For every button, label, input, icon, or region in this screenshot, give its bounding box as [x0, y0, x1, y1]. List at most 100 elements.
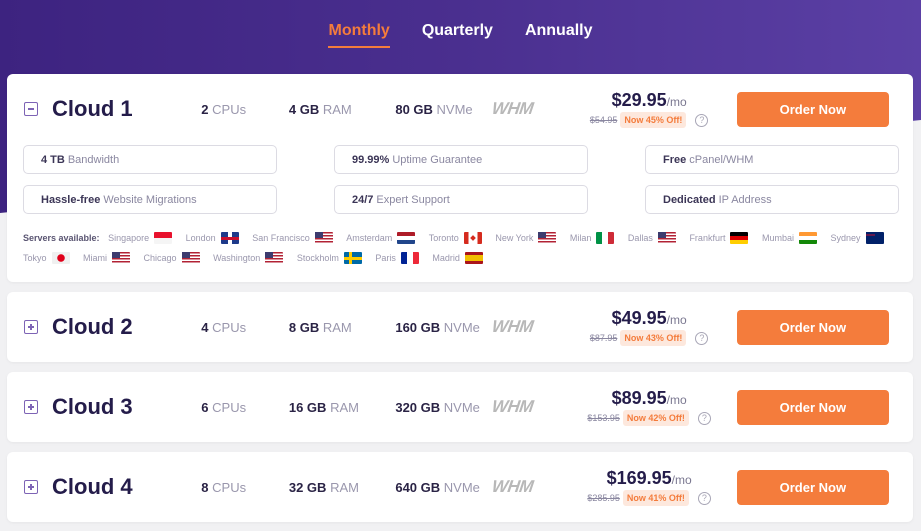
- ram-spec: 8 GB RAM: [288, 319, 352, 335]
- germany-flag-icon: [730, 232, 749, 244]
- cpu-spec: 6 CPUs: [201, 399, 247, 415]
- price-period: /mo: [671, 473, 692, 487]
- plan-name: Cloud 2: [52, 314, 133, 339]
- disk-spec: 320 GB NVMe: [395, 399, 480, 415]
- order-now-button[interactable]: Order Now: [736, 389, 889, 425]
- help-icon[interactable]: ?: [695, 113, 709, 127]
- cpu-spec: 8 CPUs: [201, 479, 247, 495]
- italy-flag-icon: [596, 232, 615, 244]
- help-icon[interactable]: ?: [695, 331, 709, 345]
- tab-annually[interactable]: Annually: [524, 22, 593, 39]
- server-locations: Servers available: Singapore London San …: [23, 214, 897, 282]
- us-flag-icon: [314, 232, 333, 244]
- ram-spec: 4 GB RAM: [288, 101, 352, 117]
- expand-icon[interactable]: [24, 400, 38, 414]
- plan-list: Cloud 1 2 CPUs 4 GB RAM 80 GB NVMe WHM $…: [7, 74, 913, 531]
- sweden-flag-icon: [343, 252, 362, 264]
- france-flag-icon: [400, 252, 419, 264]
- original-price: $153.95: [587, 413, 620, 423]
- order-now-button[interactable]: Order Now: [736, 309, 889, 345]
- plan-header: Cloud 4 8 CPUs 32 GB RAM 640 GB NVMe WHM…: [23, 452, 897, 522]
- whm-logo-icon: WHM: [490, 477, 535, 496]
- canada-flag-icon: [463, 232, 482, 244]
- original-price: $87.95: [589, 333, 618, 343]
- expand-icon[interactable]: [24, 480, 38, 494]
- server-location: Milan: [570, 228, 615, 248]
- tab-quarterly[interactable]: Quarterly: [421, 22, 493, 39]
- server-location: Tokyo: [23, 248, 70, 268]
- plan-header: Cloud 1 2 CPUs 4 GB RAM 80 GB NVMe WHM $…: [23, 74, 897, 144]
- collapse-icon[interactable]: [24, 102, 38, 116]
- price: $89.95: [611, 388, 667, 408]
- japan-flag-icon: [51, 252, 70, 264]
- price-block: $29.95/mo $54.95 Now 45% Off! ?: [562, 90, 737, 128]
- feature-dedicated-ip: Dedicated IP Address: [645, 185, 899, 214]
- server-location: Dallas: [628, 228, 676, 248]
- help-icon[interactable]: ?: [697, 491, 711, 505]
- expand-icon[interactable]: [24, 320, 38, 334]
- ram-spec: 32 GB RAM: [288, 479, 359, 495]
- server-location: Frankfurt: [689, 228, 749, 248]
- plan-name: Cloud 4: [52, 474, 133, 499]
- feature-cpanel: Free cPanel/WHM: [645, 145, 899, 174]
- discount-badge: Now 45% Off!: [620, 112, 687, 128]
- plan-header: Cloud 3 6 CPUs 16 GB RAM 320 GB NVMe WHM…: [23, 372, 897, 442]
- price-block: $169.95/mo $285.95 Now 41% Off! ?: [562, 468, 737, 506]
- server-location: Amsterdam: [346, 228, 416, 248]
- server-location: Sydney: [831, 228, 884, 248]
- us-flag-icon: [181, 252, 200, 264]
- billing-period-tabs: Monthly Quarterly Annually: [0, 18, 921, 48]
- feature-migrations: Hassle-free Website Migrations: [23, 185, 277, 214]
- discount-badge: Now 41% Off!: [622, 490, 689, 506]
- plan-card-cloud-2: Cloud 2 4 CPUs 8 GB RAM 160 GB NVMe WHM …: [7, 292, 913, 362]
- feature-bandwidth: 4 TB Bandwidth: [23, 145, 277, 174]
- price: $169.95: [606, 468, 672, 488]
- server-location: Madrid: [432, 248, 483, 268]
- plan-name: Cloud 1: [52, 96, 133, 121]
- server-location: Washington: [213, 248, 284, 268]
- us-flag-icon: [112, 252, 131, 264]
- price: $29.95: [611, 90, 667, 110]
- disk-spec: 640 GB NVMe: [395, 479, 480, 495]
- feature-uptime: 99.99% Uptime Guarantee: [334, 145, 588, 174]
- price-period: /mo: [666, 313, 687, 327]
- server-location: Mumbai: [762, 228, 817, 248]
- discount-badge: Now 42% Off!: [622, 410, 689, 426]
- disk-spec: 80 GB NVMe: [395, 101, 473, 117]
- australia-flag-icon: [865, 232, 884, 244]
- singapore-flag-icon: [154, 232, 173, 244]
- server-location: Singapore: [108, 228, 173, 248]
- server-location: London: [186, 228, 239, 248]
- order-now-button[interactable]: Order Now: [736, 91, 889, 127]
- help-icon[interactable]: ?: [697, 411, 711, 425]
- server-location: Paris: [375, 248, 419, 268]
- us-flag-icon: [657, 232, 676, 244]
- original-price: $285.95: [587, 493, 620, 503]
- server-location: New York: [495, 228, 557, 248]
- price-block: $89.95/mo $153.95 Now 42% Off! ?: [562, 388, 737, 426]
- us-flag-icon: [265, 252, 284, 264]
- server-location: Chicago: [144, 248, 200, 268]
- ram-spec: 16 GB RAM: [288, 399, 359, 415]
- tab-monthly[interactable]: Monthly: [328, 18, 390, 48]
- plan-card-cloud-4: Cloud 4 8 CPUs 32 GB RAM 640 GB NVMe WHM…: [7, 452, 913, 522]
- us-flag-icon: [538, 232, 557, 244]
- feature-support: 24/7 Expert Support: [334, 185, 588, 214]
- server-location: Miami: [83, 248, 131, 268]
- whm-logo-icon: WHM: [490, 397, 535, 416]
- server-location: San Francisco: [252, 228, 333, 248]
- server-location: Stockholm: [297, 248, 362, 268]
- discount-badge: Now 43% Off!: [620, 330, 687, 346]
- order-now-button[interactable]: Order Now: [736, 469, 889, 505]
- india-flag-icon: [798, 232, 817, 244]
- price-period: /mo: [666, 393, 687, 407]
- cpu-spec: 2 CPUs: [201, 101, 247, 117]
- plan-card-cloud-3: Cloud 3 6 CPUs 16 GB RAM 320 GB NVMe WHM…: [7, 372, 913, 442]
- cpu-spec: 4 CPUs: [201, 319, 247, 335]
- disk-spec: 160 GB NVMe: [395, 319, 480, 335]
- whm-logo-icon: WHM: [490, 99, 535, 118]
- spain-flag-icon: [464, 252, 483, 264]
- price-period: /mo: [666, 95, 687, 109]
- netherlands-flag-icon: [397, 232, 416, 244]
- price-block: $49.95/mo $87.95 Now 43% Off! ?: [562, 308, 737, 346]
